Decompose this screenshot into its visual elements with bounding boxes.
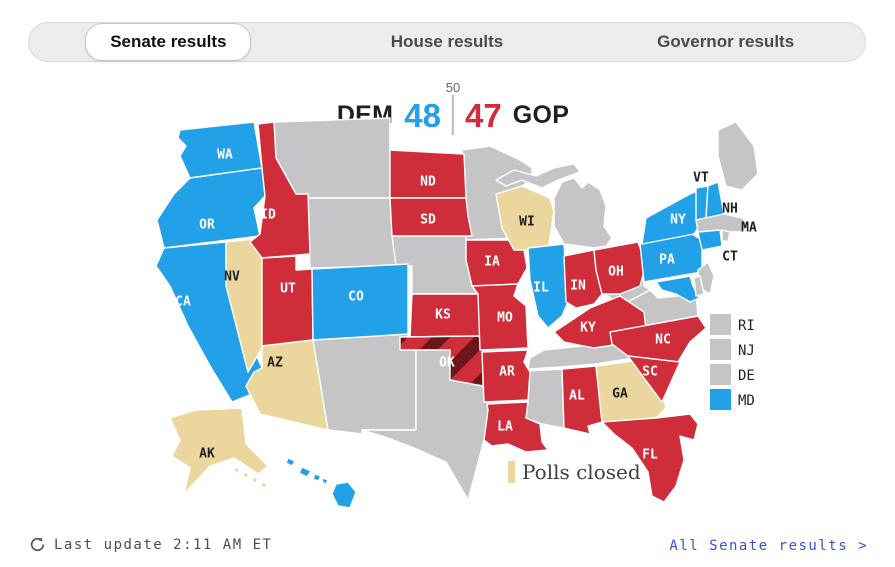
all-senate-results-link[interactable]: All Senate results > bbox=[669, 538, 868, 554]
polls-closed-label: Polls closed bbox=[522, 460, 641, 484]
small-state-swatch-DE bbox=[710, 364, 731, 385]
state-ME[interactable] bbox=[717, 121, 759, 191]
state-KS[interactable] bbox=[409, 293, 482, 338]
state-FL[interactable] bbox=[601, 413, 699, 503]
state-AZ[interactable] bbox=[245, 339, 329, 431]
majority-marker: 50 bbox=[445, 80, 461, 95]
state-CT[interactable] bbox=[697, 229, 723, 251]
state-label-VT: VT bbox=[693, 171, 709, 186]
state-AK[interactable] bbox=[169, 407, 269, 495]
state-SC[interactable] bbox=[627, 355, 681, 403]
state-OR[interactable] bbox=[156, 167, 266, 249]
counter-divider bbox=[452, 95, 454, 135]
state-RI[interactable] bbox=[721, 229, 731, 243]
last-update-row: Last update 2:11 AM ET bbox=[29, 536, 272, 553]
tab-governor-results-label: Governor results bbox=[657, 32, 795, 51]
state-label-CT: CT bbox=[722, 250, 738, 265]
state-WA[interactable] bbox=[177, 121, 263, 179]
state-WI[interactable] bbox=[495, 185, 555, 251]
tab-senate-results-label: Senate results bbox=[85, 23, 252, 61]
small-state-label-NJ: NJ bbox=[738, 343, 755, 359]
state-CO[interactable] bbox=[311, 263, 409, 341]
gop-count: 47 bbox=[465, 96, 502, 134]
us-senate-map: WA OR CA NV ID UT CO AZ ND SD KS OK IA MO AR LA WI IL IN OH… bbox=[150, 110, 790, 530]
state-DE[interactable] bbox=[693, 275, 705, 297]
small-state-label-DE: DE bbox=[738, 368, 755, 384]
small-state-swatch-NJ bbox=[710, 339, 731, 360]
small-state-label-MD: MD bbox=[738, 393, 755, 409]
state-UT[interactable] bbox=[261, 255, 314, 347]
state-LA[interactable] bbox=[483, 401, 549, 453]
state-MD[interactable] bbox=[655, 275, 700, 303]
state-MI[interactable] bbox=[495, 163, 613, 249]
tab-governor-results[interactable]: Governor results bbox=[586, 23, 865, 61]
tab-house-results-label: House results bbox=[390, 32, 504, 51]
state-WY[interactable] bbox=[307, 197, 397, 269]
polls-closed-swatch bbox=[508, 461, 515, 483]
seat-counter: DEM 48 47 GOP bbox=[337, 95, 569, 135]
gop-label: GOP bbox=[512, 100, 570, 129]
state-SD[interactable] bbox=[389, 197, 473, 237]
dem-count: 48 bbox=[404, 96, 441, 134]
state-ND[interactable] bbox=[389, 149, 467, 199]
small-state-swatch-MD bbox=[710, 389, 731, 410]
state-IL[interactable] bbox=[527, 243, 569, 329]
state-AR[interactable] bbox=[481, 349, 531, 403]
small-state-label-RI: RI bbox=[738, 318, 755, 334]
state-HI[interactable] bbox=[285, 457, 357, 509]
small-state-swatch-RI bbox=[710, 314, 731, 335]
state-MS[interactable] bbox=[525, 368, 565, 429]
state-OH[interactable] bbox=[593, 241, 647, 295]
state-MO[interactable] bbox=[471, 283, 529, 351]
results-tabbar: Senate results House results Governor re… bbox=[28, 22, 866, 62]
last-update-text: Last update 2:11 AM ET bbox=[54, 536, 273, 553]
tab-senate-results[interactable]: Senate results bbox=[29, 23, 308, 61]
state-AL[interactable] bbox=[561, 365, 603, 435]
state-NC[interactable] bbox=[609, 315, 707, 363]
refresh-icon[interactable] bbox=[29, 536, 46, 553]
state-NH[interactable] bbox=[705, 181, 725, 219]
tab-house-results[interactable]: House results bbox=[308, 23, 587, 61]
